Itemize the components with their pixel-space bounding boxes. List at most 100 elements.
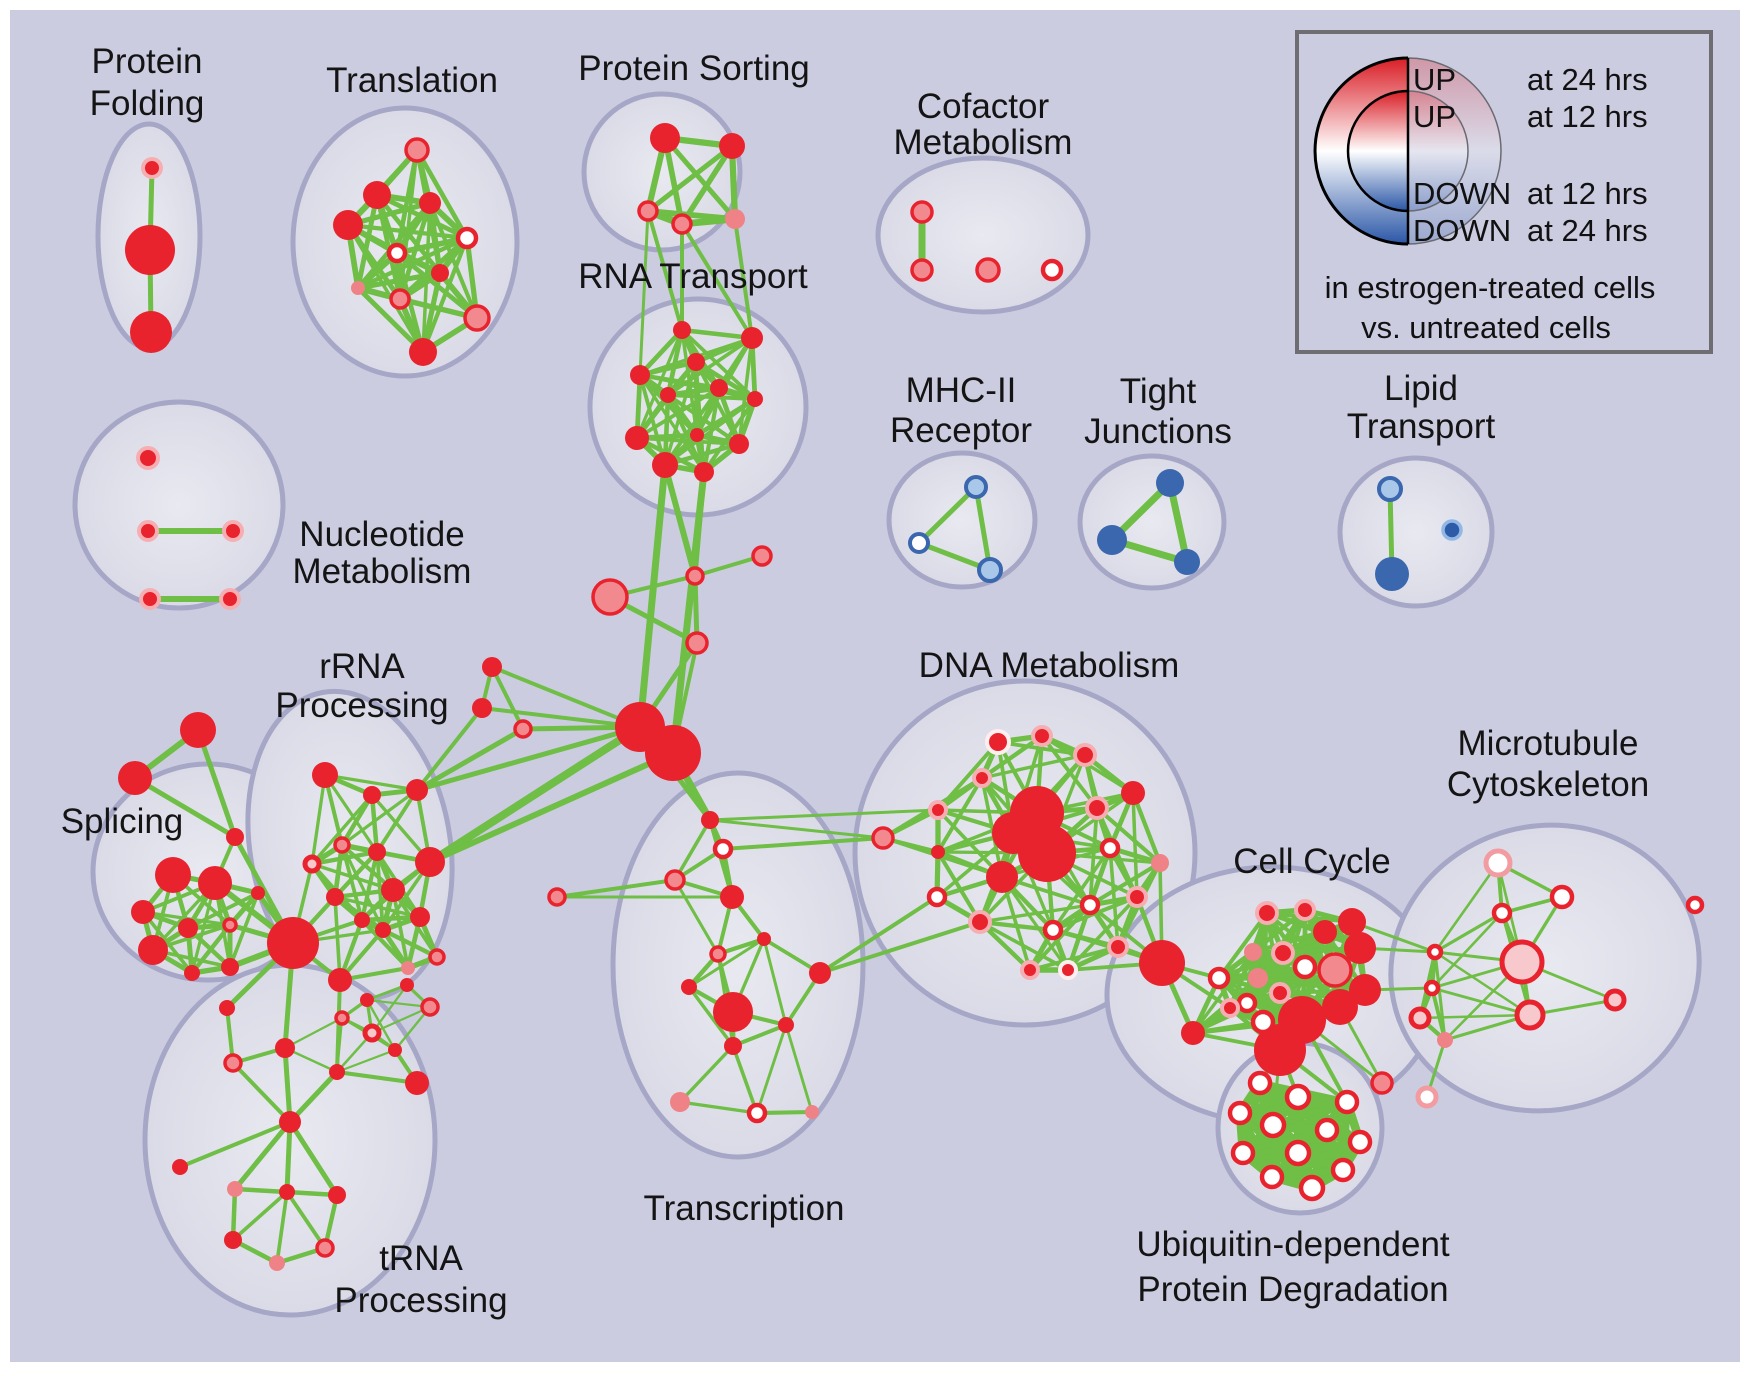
network-node-rna-transport [747,391,763,407]
network-node-cofactor-metabolism [910,200,934,224]
network-edge [555,878,677,899]
network-node-rrna-processing [381,878,405,902]
network-edge [977,919,1056,933]
network-edge [415,706,484,792]
network-edge [635,328,684,440]
network-node-tight-junctions [1156,469,1184,497]
network-node-splicing [178,918,198,938]
network-edge [1051,846,1112,932]
legend-up-24-time: at 24 hrs [1527,62,1648,97]
network-node-dna-metabolism [1139,940,1185,986]
network-node-bridge-nodes [1415,1085,1439,1109]
cluster-label-microtubule-cytoskeleton: Microtubule Cytoskeleton [1447,724,1649,804]
cluster-ellipse-lipid-transport [1337,455,1495,609]
network-edge [1131,791,1139,899]
network-node-rna-transport [673,321,691,339]
network-node-trna-processing [328,1186,346,1204]
network-node-connector-chain [685,631,709,655]
network-node-cell-cycle [1313,920,1337,944]
network-edge [365,998,432,1009]
cluster-label-ubiquitin-degradation: Ubiquitin-dependent Protein Degradation [1136,1225,1450,1309]
network-edge [881,836,1004,879]
network-node-translation [389,288,411,310]
cluster-ellipse-nucleotide-metabolism [72,399,286,611]
cluster-ellipse-protein-sorting [581,91,743,253]
network-node-tight-junctions [1097,525,1127,555]
network-edge [662,135,738,222]
network-node-ubiquitin-degradation [1230,1140,1256,1166]
network-edge [1028,945,1120,972]
legend-up-24-label: UP [1413,62,1456,97]
network-node-rrna-trna-overlap [388,1043,402,1057]
network-node-lipid-transport [1375,557,1409,591]
network-edge [310,773,327,866]
network-edge [708,818,885,840]
network-node-protein-sorting [637,200,659,222]
network-node-splicing [221,958,239,976]
network-node-rrna-processing [368,843,386,861]
network-edge [638,209,650,377]
network-edge [339,792,375,848]
legend-wheel-inner-left [1348,91,1408,211]
network-edge [687,937,766,989]
cluster-label-protein-folding: Protein Folding [90,42,205,123]
legend: UP at 24 hrs UP at 12 hrs DOWN at 12 hrs… [1295,30,1713,354]
network-edge [310,793,374,866]
network-node-trna-processing [279,1111,301,1133]
network-node-splicing [155,857,191,893]
network-edge [673,818,712,882]
network-node-central-hub [645,725,701,781]
network-node-cofactor-metabolism [975,257,1001,283]
network-node-microtubule-cytoskeleton [1437,1032,1453,1048]
network-node-protein-sorting [671,213,693,235]
network-node-splicing-triangle [180,712,216,748]
network-node-cell-cycle [1254,1024,1306,1076]
network-edge [355,285,426,355]
network-edge [365,998,397,1052]
network-node-protein-sorting [719,133,745,159]
legend-down-12-label: DOWN [1413,176,1511,211]
network-node-rna-transport [687,353,705,371]
cluster-label-splicing: Splicing [61,802,184,841]
network-node-translation [419,192,441,214]
network-edge [916,484,979,546]
network-node-dna-metabolism [1018,824,1076,882]
network-node-rrna-processing [363,786,381,804]
network-node-protein-folding [141,157,163,179]
network-edge [755,1023,788,1115]
network-node-rrna-processing [312,762,338,788]
network-node-lipid-transport [1441,519,1463,541]
legend-up-12-time: at 12 hrs [1527,99,1648,134]
network-node-cell-cycle [1338,908,1366,936]
network-node-cell-cycle [1207,966,1231,990]
network-node-transcription [713,992,753,1032]
network-node-protein-sorting [650,123,680,153]
network-node-microtubule-cytoskeleton [1685,895,1705,915]
network-node-dna-metabolism [1121,781,1145,805]
network-edge [186,891,260,930]
network-node-splicing [184,965,200,981]
network-edge [1028,903,1092,972]
network-node-protein-folding [125,225,175,275]
network-node-rrna-trna-overlap [275,1038,295,1058]
network-node-rrna-trna-overlap [223,1053,243,1073]
network-node-dna-metabolism [1099,837,1121,859]
network-node-dna-metabolism [1151,854,1169,872]
network-node-splicing-triangle [118,761,152,795]
network-node-protein-sorting [725,209,745,229]
network-node-translation [455,226,479,250]
network-edge [323,773,419,792]
legend-down-12-time: at 12 hrs [1527,176,1648,211]
cluster-label-rrna-processing: rRNA Processing [275,647,448,725]
network-node-microtubule-cytoskeleton [1423,979,1441,997]
network-edge [646,209,684,332]
network-node-connector-chain [685,566,705,586]
cluster-labels-layer: Protein Folding Translation Protein Sorting… [61,42,1649,1320]
network-edge [1087,860,1163,908]
network-node-rna-transport [625,426,649,450]
network-edge [365,983,409,1002]
network-node-transcription [709,945,727,963]
network-edge [978,903,1092,924]
